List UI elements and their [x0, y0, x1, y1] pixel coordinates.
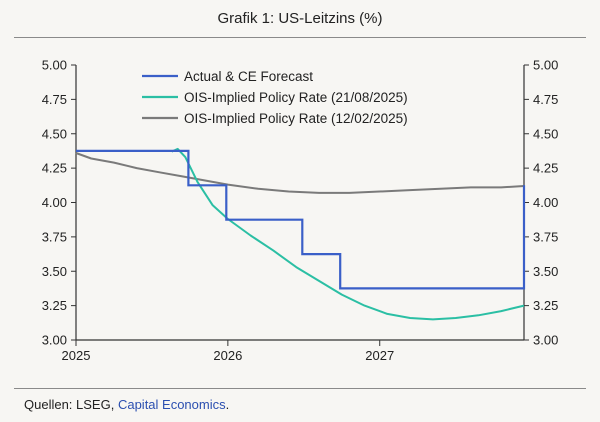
source-prefix: Quellen: LSEG,: [24, 397, 118, 412]
y-tick-label-right: 5.00: [533, 58, 558, 73]
x-tick-label: 2027: [365, 348, 394, 363]
source-note: Quellen: LSEG, Capital Economics.: [24, 397, 229, 412]
series-lines: [75, 147, 526, 321]
axes: 3.00 3.00 3.25 3.25 3.50 3.50 3.75 3.75 4.00 4.00…: [42, 58, 559, 364]
legend-entry-actual-ce-forecast-label: Actual & CE Forecast: [184, 69, 313, 84]
source-suffix: .: [225, 397, 230, 412]
y-tick-label-left: 3.00: [42, 333, 67, 348]
y-tick-label-left: 4.50: [42, 126, 67, 141]
top-rule: [14, 37, 586, 38]
y-tick-label-right: 3.75: [533, 229, 558, 244]
y-tick-label-right: 3.50: [533, 264, 558, 279]
series-line-ois-feb-2025: [75, 152, 525, 194]
source-link[interactable]: Capital Economics: [117, 397, 226, 412]
y-tick-label-left: 4.00: [42, 195, 67, 210]
y-tick-label-right: 4.25: [533, 161, 558, 176]
series-line-ois-aug-2025: [171, 147, 525, 321]
legend-entry-ois-aug-2025-label: OIS-Implied Policy Rate (21/08/2025): [184, 90, 408, 105]
legend: Actual & CE Forecast OIS-Implied Policy R…: [142, 69, 408, 126]
y-tick-label-left: 5.00: [42, 58, 67, 73]
legend-entry-ois-feb-2025-label: OIS-Implied Policy Rate (12/02/2025): [184, 111, 408, 126]
y-tick-label-right: 4.75: [533, 92, 558, 107]
y-tick-label-left: 3.75: [42, 229, 67, 244]
series-line-actual-ce-forecast: [76, 149, 526, 290]
y-tick-label-left: 4.25: [42, 161, 67, 176]
y-tick-label-right: 4.50: [533, 126, 558, 141]
y-tick-label-right: 3.25: [533, 298, 558, 313]
y-tick-label-left: 3.25: [42, 298, 67, 313]
y-tick-label-left: 3.50: [42, 264, 67, 279]
y-tick-label-right: 3.00: [533, 333, 558, 348]
x-tick-label: 2026: [213, 348, 242, 363]
x-tick-label: 2025: [62, 348, 91, 363]
chart-title: Grafik 1: US-Leitzins (%): [217, 10, 383, 27]
y-tick-label-left: 4.75: [42, 92, 67, 107]
y-tick-label-right: 4.00: [533, 195, 558, 210]
bottom-rule: [14, 388, 586, 389]
